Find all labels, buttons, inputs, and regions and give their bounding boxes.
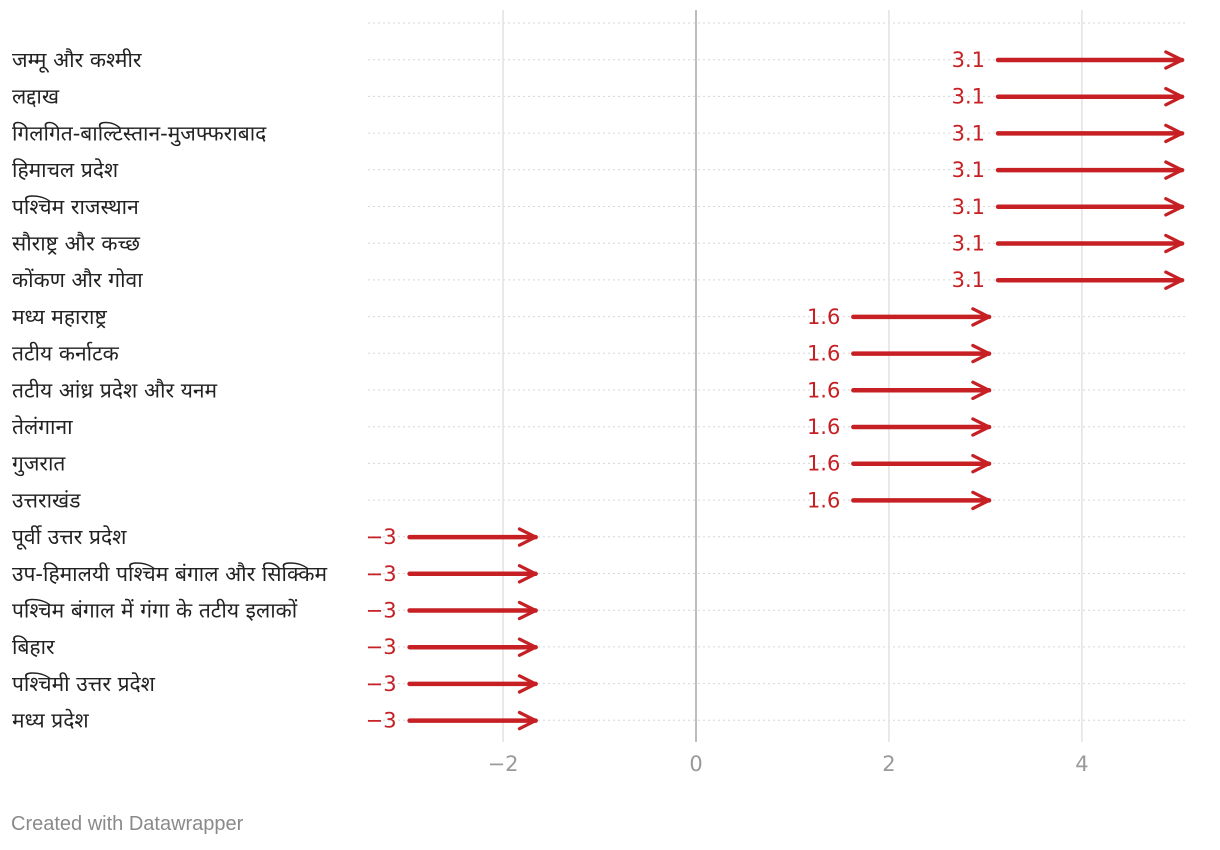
- value-label: −3: [366, 562, 397, 586]
- x-tick-label: 4: [1075, 752, 1088, 776]
- chart-rows: जम्मू और कश्मीर 3.1लद्दाख 3.1गिलगित-बाल्टि…: [12, 48, 1185, 733]
- arrow-chart: जम्मू और कश्मीर 3.1लद्दाख 3.1गिलगित-बाल्टि…: [12, 10, 1188, 776]
- value-label: 3.1: [952, 195, 985, 219]
- x-tick-label: 2: [882, 752, 895, 776]
- row-label: पश्चिम बंगाल में गंगा के तटीय इलाकों: [12, 599, 298, 623]
- row-label: पश्चिम राजस्थान: [12, 195, 139, 219]
- row-label: सौराष्ट्र और कच्छ: [12, 232, 140, 256]
- row-label: गुजरात: [12, 452, 66, 477]
- chart-row: तेलंगाना 1.6: [12, 415, 992, 439]
- row-label: तटीय कर्नाटक: [12, 342, 120, 366]
- chart-row: बिहार −3: [12, 635, 538, 659]
- row-label: पश्चिमी उत्तर प्रदेश: [12, 672, 156, 696]
- row-label: तटीय आंध्र प्रदेश और यनम: [12, 378, 218, 402]
- value-label: 3.1: [952, 232, 985, 256]
- row-label: कोंकण और गोवा: [12, 268, 143, 292]
- row-label: उत्तराखंड: [12, 488, 81, 512]
- row-label: तेलंगाना: [12, 415, 73, 439]
- value-label: 3.1: [952, 85, 985, 109]
- value-label: −3: [366, 599, 397, 623]
- value-label: 1.6: [807, 378, 840, 402]
- grid-lines: [368, 10, 1188, 742]
- value-label: 1.6: [807, 342, 840, 366]
- value-label: −3: [366, 709, 397, 733]
- value-label: 1.6: [807, 452, 840, 476]
- row-label: हिमाचल प्रदेश: [12, 158, 119, 182]
- chart-row: गुजरात 1.6: [12, 452, 992, 477]
- value-label: −3: [366, 525, 397, 549]
- chart-row: जम्मू और कश्मीर 3.1: [12, 48, 1185, 73]
- x-tick-label: 0: [689, 752, 702, 776]
- value-label: 3.1: [952, 121, 985, 145]
- chart-row: तटीय कर्नाटक 1.6: [12, 342, 992, 366]
- chart-row: उत्तराखंड 1.6: [12, 488, 992, 512]
- value-label: 3.1: [952, 268, 985, 292]
- value-label: 1.6: [807, 305, 840, 329]
- datawrapper-credit: Created with Datawrapper: [11, 813, 244, 835]
- chart-row: पूर्वी उत्तर प्रदेश −3: [12, 525, 538, 550]
- chart-row: उप-हिमालयी पश्चिम बंगाल और सिक्किम −3: [12, 562, 538, 586]
- chart-row: पश्चिमी उत्तर प्रदेश −3: [12, 672, 538, 696]
- chart-row: पश्चिम राजस्थान 3.1: [12, 195, 1185, 219]
- row-label: पूर्वी उत्तर प्रदेश: [12, 525, 127, 550]
- row-label: बिहार: [12, 635, 55, 659]
- value-label: 3.1: [952, 158, 985, 182]
- row-label: मध्य प्रदेश: [12, 709, 89, 733]
- chart-row: लद्दाख 3.1: [12, 85, 1185, 109]
- chart-row: मध्य प्रदेश −3: [12, 709, 538, 733]
- value-label: 1.6: [807, 415, 840, 439]
- chart-row: कोंकण और गोवा 3.1: [12, 268, 1185, 292]
- x-axis-ticks: −2 0 2 4: [488, 752, 1089, 776]
- value-label: 1.6: [807, 488, 840, 512]
- row-label: लद्दाख: [12, 85, 60, 109]
- value-label: −3: [366, 635, 397, 659]
- row-label: गिलगित-बाल्टिस्तान-मुजफ्फराबाद: [12, 121, 267, 146]
- value-label: −3: [366, 672, 397, 696]
- chart-row: पश्चिम बंगाल में गंगा के तटीय इलाकों −3: [12, 599, 538, 623]
- row-label: मध्य महाराष्ट्र: [12, 305, 107, 329]
- chart-row: तटीय आंध्र प्रदेश और यनम 1.6: [12, 378, 992, 402]
- chart-row: मध्य महाराष्ट्र 1.6: [12, 305, 992, 329]
- chart-row: गिलगित-बाल्टिस्तान-मुजफ्फराबाद 3.1: [12, 121, 1185, 146]
- chart-row: सौराष्ट्र और कच्छ 3.1: [12, 232, 1185, 256]
- row-label: उप-हिमालयी पश्चिम बंगाल और सिक्किम: [12, 562, 328, 586]
- value-label: 3.1: [952, 48, 985, 72]
- x-tick-label: −2: [488, 752, 519, 776]
- chart-row: हिमाचल प्रदेश 3.1: [12, 158, 1185, 182]
- row-label: जम्मू और कश्मीर: [12, 48, 142, 73]
